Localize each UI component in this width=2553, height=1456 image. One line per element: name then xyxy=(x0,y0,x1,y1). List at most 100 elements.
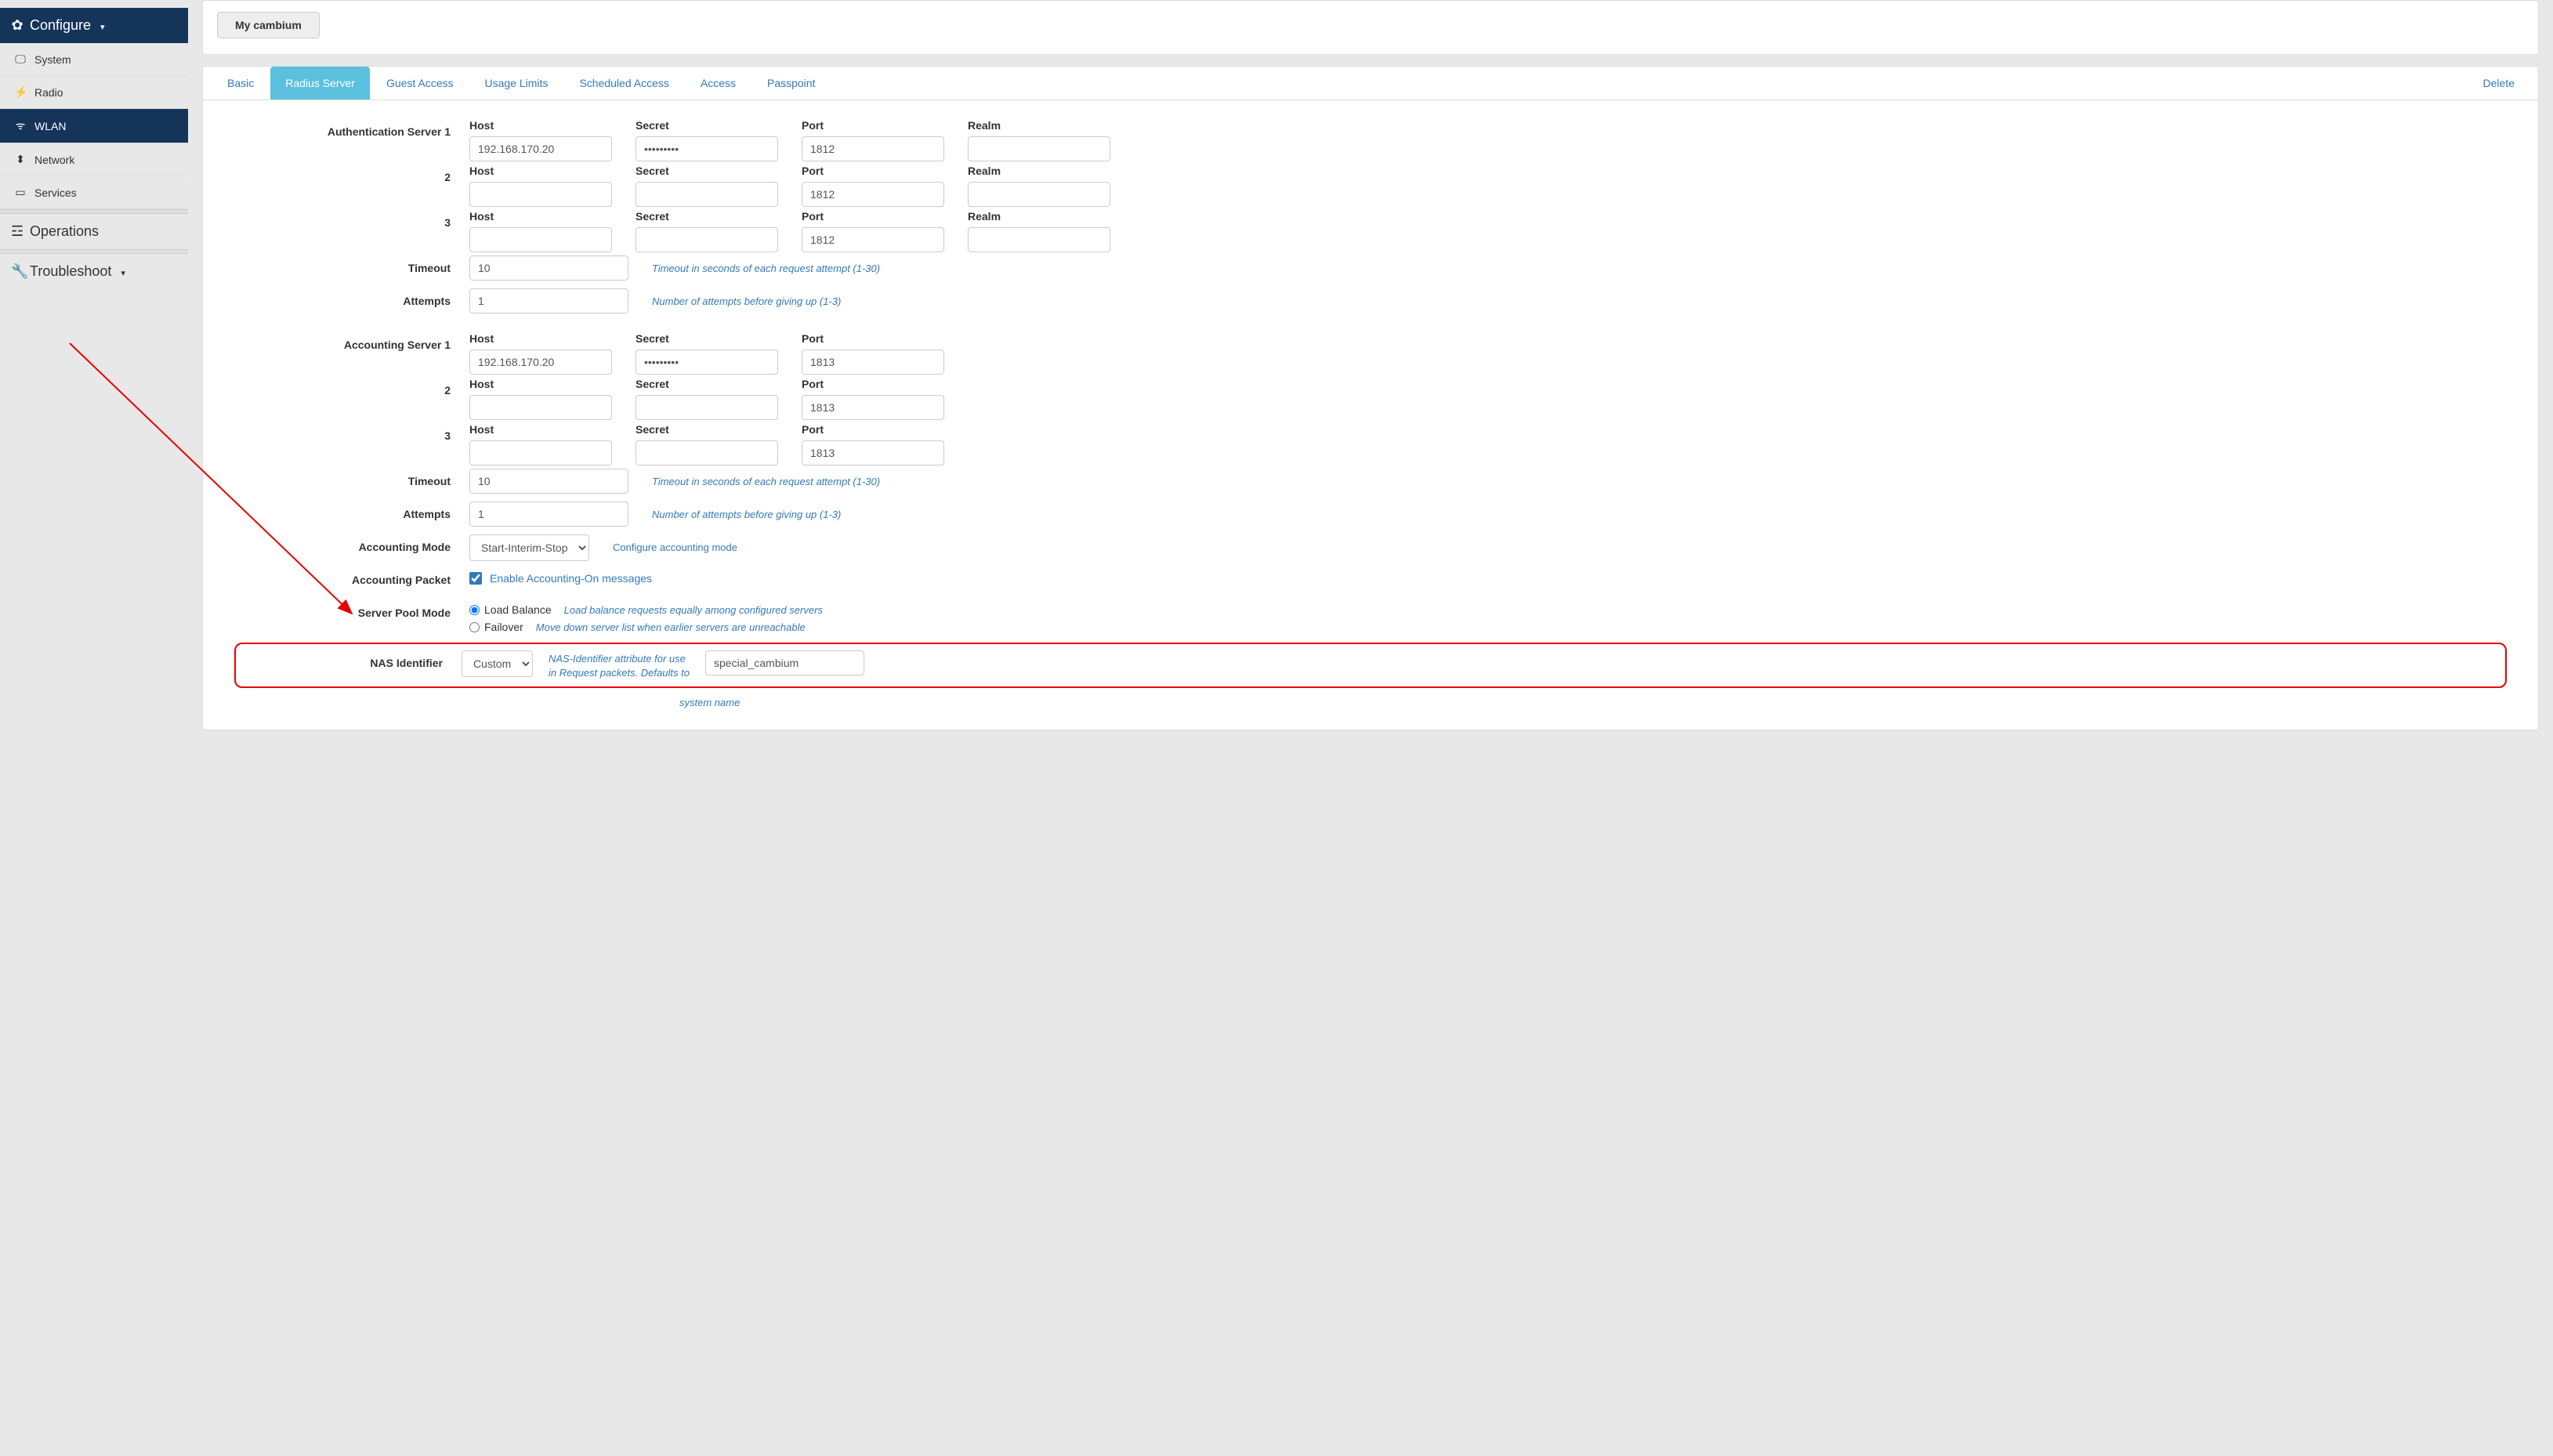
nas-id-select[interactable]: Custom xyxy=(462,650,533,677)
host-label: Host xyxy=(469,378,612,390)
tab-basic[interactable]: Basic xyxy=(212,67,269,100)
auth2-realm-input[interactable] xyxy=(968,182,1110,207)
port-label: Port xyxy=(802,423,944,436)
sidebar-item-label: System xyxy=(34,53,71,66)
secret-label: Secret xyxy=(636,119,778,132)
pool-loadbalance-radio[interactable] xyxy=(469,605,480,615)
attempts-hint: Number of attempts before giving up (1-3… xyxy=(652,288,841,309)
port-label: Port xyxy=(802,119,944,132)
acct-packet-label: Accounting Packet xyxy=(234,567,469,586)
sidebar-troubleshoot-label: Troubleshoot xyxy=(30,263,111,280)
timeout-hint: Timeout in seconds of each request attem… xyxy=(652,255,880,276)
tabs: Basic Radius Server Guest Access Usage L… xyxy=(203,67,2538,100)
auth1-secret-input[interactable] xyxy=(636,136,778,161)
auth3-port-input[interactable] xyxy=(802,227,944,252)
acct1-secret-input[interactable] xyxy=(636,350,778,375)
acct-timeout-label: Timeout xyxy=(234,469,469,487)
sidebar: ✿ Configure 🖵 System ⚡ Radio ᯤ WLAN ⬍ Ne… xyxy=(0,0,188,1456)
tab-access[interactable]: Access xyxy=(686,67,751,100)
attempts-label: Attempts xyxy=(234,288,469,307)
auth1-host-input[interactable] xyxy=(469,136,612,161)
acct1-port-input[interactable] xyxy=(802,350,944,375)
auth-attempts-input[interactable] xyxy=(469,288,628,313)
tab-passpoint[interactable]: Passpoint xyxy=(752,67,830,100)
monitor-icon: 🖵 xyxy=(14,53,27,66)
port-label: Port xyxy=(802,332,944,345)
sidebar-operations[interactable]: ☲ Operations xyxy=(0,214,188,249)
pool-loadbalance-label: Load Balance xyxy=(484,603,552,616)
auth-server-3-label: 3 xyxy=(234,210,469,229)
sidebar-item-network[interactable]: ⬍ Network xyxy=(0,143,188,176)
sidebar-item-label: WLAN xyxy=(34,120,66,132)
acct-mode-hint: Configure accounting mode xyxy=(613,534,737,555)
pool-failover-radio[interactable] xyxy=(469,622,480,632)
sliders-icon: ☲ xyxy=(11,223,24,240)
acct-timeout-input[interactable] xyxy=(469,469,628,494)
secret-label: Secret xyxy=(636,165,778,177)
sidebar-item-radio[interactable]: ⚡ Radio xyxy=(0,76,188,109)
acct2-host-input[interactable] xyxy=(469,395,612,420)
timeout-label: Timeout xyxy=(234,255,469,274)
sidebar-operations-label: Operations xyxy=(30,223,99,240)
my-cambium-button[interactable]: My cambium xyxy=(217,12,320,38)
tab-scheduled[interactable]: Scheduled Access xyxy=(564,67,683,100)
acct1-host-input[interactable] xyxy=(469,350,612,375)
pool-failover-hint: Move down server list when earlier serve… xyxy=(536,621,806,633)
config-panel: Basic Radius Server Guest Access Usage L… xyxy=(202,66,2539,730)
tab-usage[interactable]: Usage Limits xyxy=(470,67,563,100)
bolt-icon: ⚡ xyxy=(14,85,27,99)
host-label: Host xyxy=(469,332,612,345)
sidebar-configure-label: Configure xyxy=(30,17,91,34)
chevron-down-icon xyxy=(118,263,125,280)
acct-attempts-hint: Number of attempts before giving up (1-3… xyxy=(652,502,841,522)
host-label: Host xyxy=(469,210,612,223)
acct2-secret-input[interactable] xyxy=(636,395,778,420)
delete-button[interactable]: Delete xyxy=(2469,67,2529,99)
nas-id-input[interactable] xyxy=(705,650,864,675)
sidebar-configure[interactable]: ✿ Configure xyxy=(0,8,188,43)
realm-label: Realm xyxy=(968,119,1110,132)
auth-server-2-label: 2 xyxy=(234,165,469,183)
acct-packet-checkbox[interactable] xyxy=(469,572,482,585)
secret-label: Secret xyxy=(636,332,778,345)
auth-timeout-input[interactable] xyxy=(469,255,628,281)
acct3-port-input[interactable] xyxy=(802,440,944,465)
sidebar-troubleshoot[interactable]: 🔧 Troubleshoot xyxy=(0,254,188,289)
acct-attempts-input[interactable] xyxy=(469,502,628,527)
auth1-port-input[interactable] xyxy=(802,136,944,161)
port-label: Port xyxy=(802,165,944,177)
acct-timeout-hint: Timeout in seconds of each request attem… xyxy=(652,469,880,489)
auth3-realm-input[interactable] xyxy=(968,227,1110,252)
acct2-port-input[interactable] xyxy=(802,395,944,420)
acct-attempts-label: Attempts xyxy=(234,502,469,520)
port-label: Port xyxy=(802,378,944,390)
acct-mode-select[interactable]: Start-Interim-Stop xyxy=(469,534,589,561)
realm-label: Realm xyxy=(968,165,1110,177)
network-icon: ⬍ xyxy=(14,153,27,166)
auth2-port-input[interactable] xyxy=(802,182,944,207)
sidebar-item-label: Radio xyxy=(34,86,63,99)
acct3-secret-input[interactable] xyxy=(636,440,778,465)
nas-id-hint-overflow: system name xyxy=(679,690,2507,710)
tab-guest[interactable]: Guest Access xyxy=(371,67,469,100)
sidebar-item-services[interactable]: ▭ Services xyxy=(0,176,188,209)
gear-icon: ✿ xyxy=(11,17,24,34)
tab-radius[interactable]: Radius Server xyxy=(270,67,370,100)
wrench-icon: 🔧 xyxy=(11,263,24,280)
sidebar-item-system[interactable]: 🖵 System xyxy=(0,43,188,76)
auth3-host-input[interactable] xyxy=(469,227,612,252)
auth1-realm-input[interactable] xyxy=(968,136,1110,161)
auth3-secret-input[interactable] xyxy=(636,227,778,252)
pool-failover-label: Failover xyxy=(484,621,523,633)
host-label: Host xyxy=(469,119,612,132)
auth2-secret-input[interactable] xyxy=(636,182,778,207)
auth-server-1-label: Authentication Server 1 xyxy=(234,119,469,138)
host-label: Host xyxy=(469,165,612,177)
acct-packet-text: Enable Accounting-On messages xyxy=(490,572,652,585)
top-card: My cambium xyxy=(202,0,2539,55)
auth2-host-input[interactable] xyxy=(469,182,612,207)
acct3-host-input[interactable] xyxy=(469,440,612,465)
nas-identifier-highlight: NAS Identifier Custom NAS-Identifier att… xyxy=(234,643,2507,688)
sidebar-item-wlan[interactable]: ᯤ WLAN xyxy=(0,109,188,143)
sidebar-item-label: Network xyxy=(34,154,74,166)
